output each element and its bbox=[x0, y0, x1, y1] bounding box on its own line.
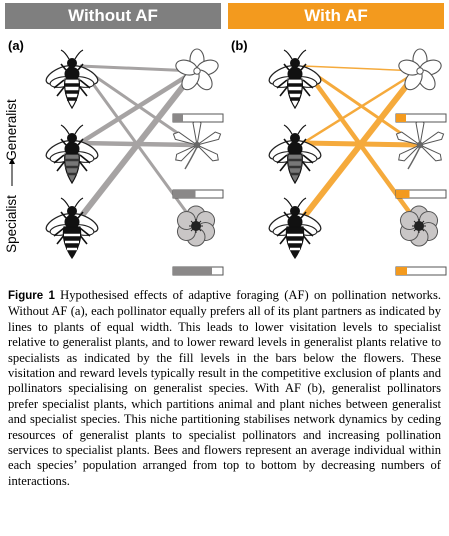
specialist-bee-icon bbox=[265, 197, 325, 260]
link bbox=[77, 69, 198, 220]
specialist-flower-icon bbox=[173, 205, 219, 247]
link bbox=[300, 69, 421, 220]
panel-b-letter: (b) bbox=[231, 38, 248, 53]
panel-a-letter: (a) bbox=[8, 38, 24, 53]
generalist-bee-icon bbox=[42, 49, 102, 110]
specialist-flower-icon bbox=[396, 205, 442, 247]
panel-b-reward-bars bbox=[395, 113, 447, 276]
caption-text: Hypothesised effects of adaptive foragin… bbox=[8, 288, 441, 488]
link bbox=[79, 64, 196, 73]
reward-bar-fill bbox=[173, 114, 183, 122]
axis-top-label: Generalist bbox=[4, 99, 19, 161]
panel-a-reward-bars bbox=[172, 113, 224, 276]
panel-b-links bbox=[300, 64, 421, 226]
reward-bar-fill bbox=[396, 114, 406, 122]
generalist-bee-icon bbox=[265, 49, 325, 110]
intermediate-bee-icon bbox=[42, 124, 102, 185]
intermediate-bee-icon bbox=[265, 124, 325, 185]
network-figure: Generalist Specialist bbox=[4, 48, 447, 276]
panel-a-links bbox=[77, 64, 198, 225]
axis-bottom-label: Specialist bbox=[4, 195, 19, 253]
link bbox=[302, 69, 419, 145]
link bbox=[78, 69, 197, 145]
specialist-bee-icon bbox=[42, 197, 102, 260]
figure-label: Figure 1 bbox=[8, 290, 55, 302]
panel-b-banner: With AF bbox=[228, 3, 444, 29]
link bbox=[302, 64, 419, 147]
axis-arrowhead bbox=[9, 158, 15, 164]
reward-bar-fill bbox=[396, 190, 410, 198]
reward-bar-fill bbox=[173, 267, 212, 275]
reward-bar-fill bbox=[396, 267, 407, 275]
specialisation-axis: Generalist Specialist bbox=[4, 99, 19, 253]
figure-caption: Figure 1 Hypothesised effects of adaptiv… bbox=[8, 288, 441, 489]
link bbox=[302, 65, 419, 72]
reward-bar-fill bbox=[173, 190, 196, 198]
panel-a-banner: Without AF bbox=[5, 3, 221, 29]
